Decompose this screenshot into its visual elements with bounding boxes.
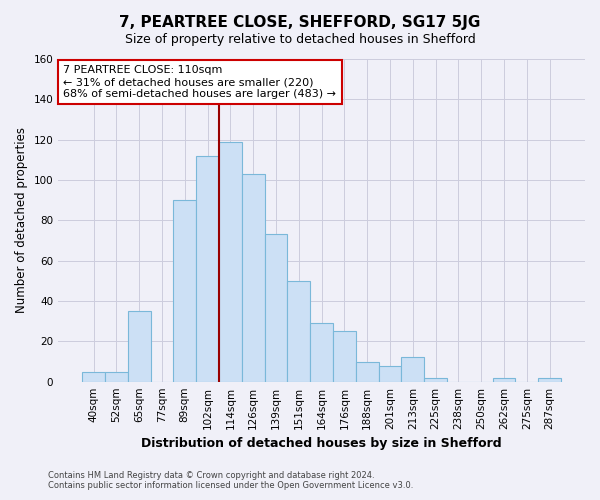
- Text: 7, PEARTREE CLOSE, SHEFFORD, SG17 5JG: 7, PEARTREE CLOSE, SHEFFORD, SG17 5JG: [119, 15, 481, 30]
- Bar: [105, 372, 128, 382]
- Bar: [379, 366, 401, 382]
- Bar: [265, 234, 287, 382]
- Text: 7 PEARTREE CLOSE: 110sqm
← 31% of detached houses are smaller (220)
68% of semi-: 7 PEARTREE CLOSE: 110sqm ← 31% of detach…: [64, 66, 337, 98]
- Bar: [287, 281, 310, 382]
- Bar: [128, 311, 151, 382]
- Bar: [401, 358, 424, 382]
- Bar: [310, 323, 333, 382]
- Text: Size of property relative to detached houses in Shefford: Size of property relative to detached ho…: [125, 32, 475, 46]
- Bar: [82, 372, 105, 382]
- Bar: [173, 200, 196, 382]
- Bar: [493, 378, 515, 382]
- Bar: [196, 156, 219, 382]
- Bar: [219, 142, 242, 382]
- Bar: [424, 378, 447, 382]
- Bar: [333, 332, 356, 382]
- Bar: [356, 362, 379, 382]
- X-axis label: Distribution of detached houses by size in Shefford: Distribution of detached houses by size …: [141, 437, 502, 450]
- Y-axis label: Number of detached properties: Number of detached properties: [15, 128, 28, 314]
- Bar: [538, 378, 561, 382]
- Text: Contains HM Land Registry data © Crown copyright and database right 2024.
Contai: Contains HM Land Registry data © Crown c…: [48, 470, 413, 490]
- Bar: [242, 174, 265, 382]
